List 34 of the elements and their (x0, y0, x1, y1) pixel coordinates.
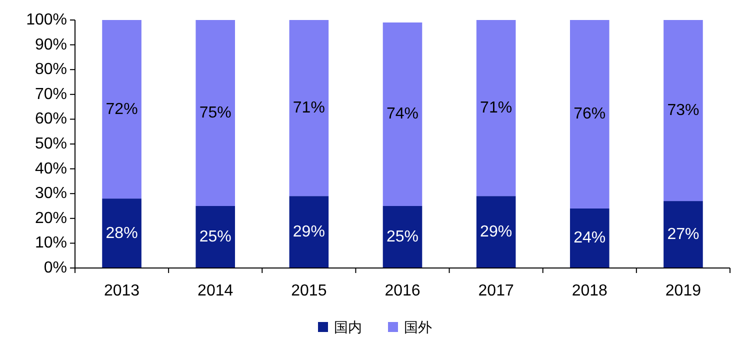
data-label: 76% (574, 106, 606, 123)
data-label: 25% (386, 228, 419, 246)
data-label: 28% (106, 224, 138, 242)
y-tick-label: 50% (34, 136, 67, 152)
x-tick-label: 2013 (104, 282, 140, 300)
y-tick-label: 70% (34, 86, 67, 103)
data-label: 24% (574, 230, 606, 247)
x-tick-label: 2017 (478, 282, 514, 300)
y-tick-label: 30% (34, 185, 67, 202)
x-tick-label: 2016 (384, 282, 420, 300)
data-label: 71% (292, 100, 325, 117)
x-tick-label: 2018 (572, 282, 608, 300)
data-label: 29% (480, 224, 512, 241)
y-tick-label: 60% (34, 110, 67, 128)
data-label: 29% (292, 224, 325, 241)
data-label: 25% (199, 228, 232, 246)
legend-label: 国外 (404, 319, 432, 335)
y-tick-label: 10% (34, 234, 67, 252)
y-tick-label: 100% (26, 12, 67, 28)
data-label: 74% (386, 106, 419, 123)
data-label: 73% (667, 102, 700, 120)
y-tick-label: 80% (34, 61, 67, 78)
legend-label: 国内 (334, 319, 362, 335)
data-label: 27% (667, 226, 700, 244)
data-label: 72% (106, 100, 138, 118)
y-tick-label: 0% (44, 260, 67, 276)
y-tick-label: 40% (34, 160, 67, 178)
y-tick-label: 90% (34, 36, 67, 54)
data-label: 71% (480, 100, 512, 117)
x-tick-label: 2014 (198, 282, 234, 300)
x-tick-label: 2015 (291, 282, 327, 300)
y-tick-label: 20% (34, 210, 67, 227)
data-label: 75% (199, 104, 232, 122)
x-tick-label: 2019 (665, 282, 702, 300)
